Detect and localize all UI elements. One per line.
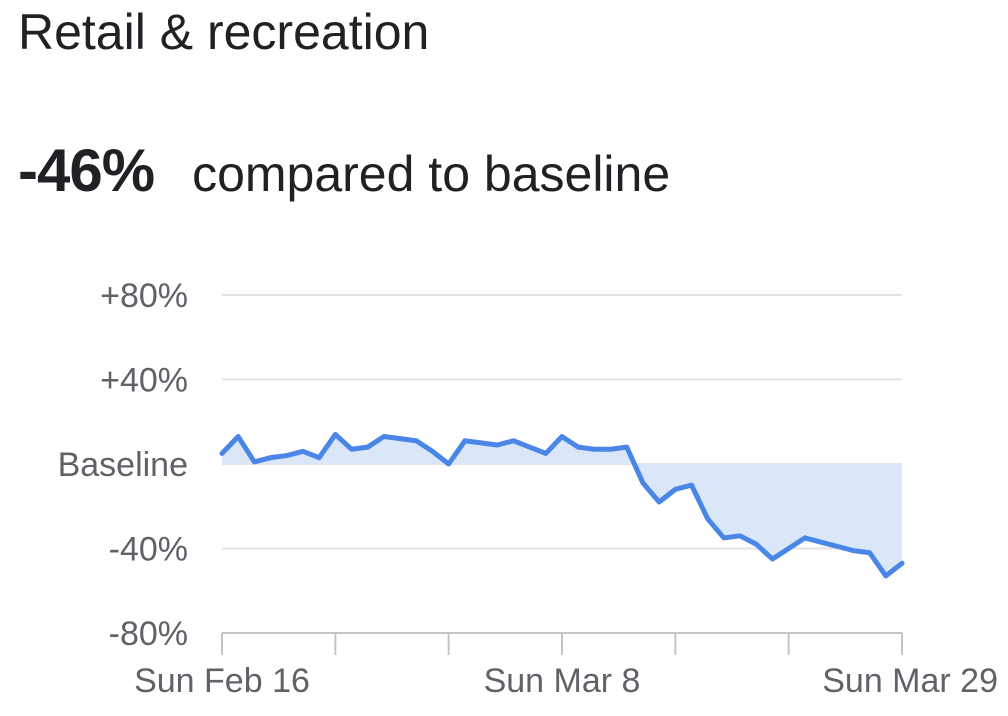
y-tick-label: +40% — [100, 362, 188, 400]
y-tick-label: -40% — [109, 531, 188, 569]
x-tick-label: Sun Mar 8 — [484, 662, 641, 700]
x-tick-label: Sun Feb 16 — [134, 662, 310, 700]
area-fill — [222, 434, 902, 576]
summary-value: -46% — [18, 137, 155, 204]
series-line — [219, 431, 905, 579]
y-axis-labels: +80% +40% Baseline -40% -80% — [58, 277, 188, 653]
x-axis-labels: Sun Feb 16 Sun Mar 8 Sun Mar 29 — [134, 662, 998, 700]
x-tick-label: Sun Mar 29 — [822, 662, 998, 700]
x-axis — [221, 632, 903, 655]
summary-label: compared to baseline — [192, 146, 671, 202]
y-tick-label: Baseline — [58, 446, 188, 484]
summary-row: -46% compared to baseline — [18, 136, 670, 222]
chart-title: Retail & recreation — [18, 4, 430, 60]
line-layer — [219, 431, 905, 579]
y-tick-label: +80% — [100, 277, 188, 315]
area-layer — [222, 434, 902, 576]
y-tick-label: -80% — [109, 615, 188, 653]
